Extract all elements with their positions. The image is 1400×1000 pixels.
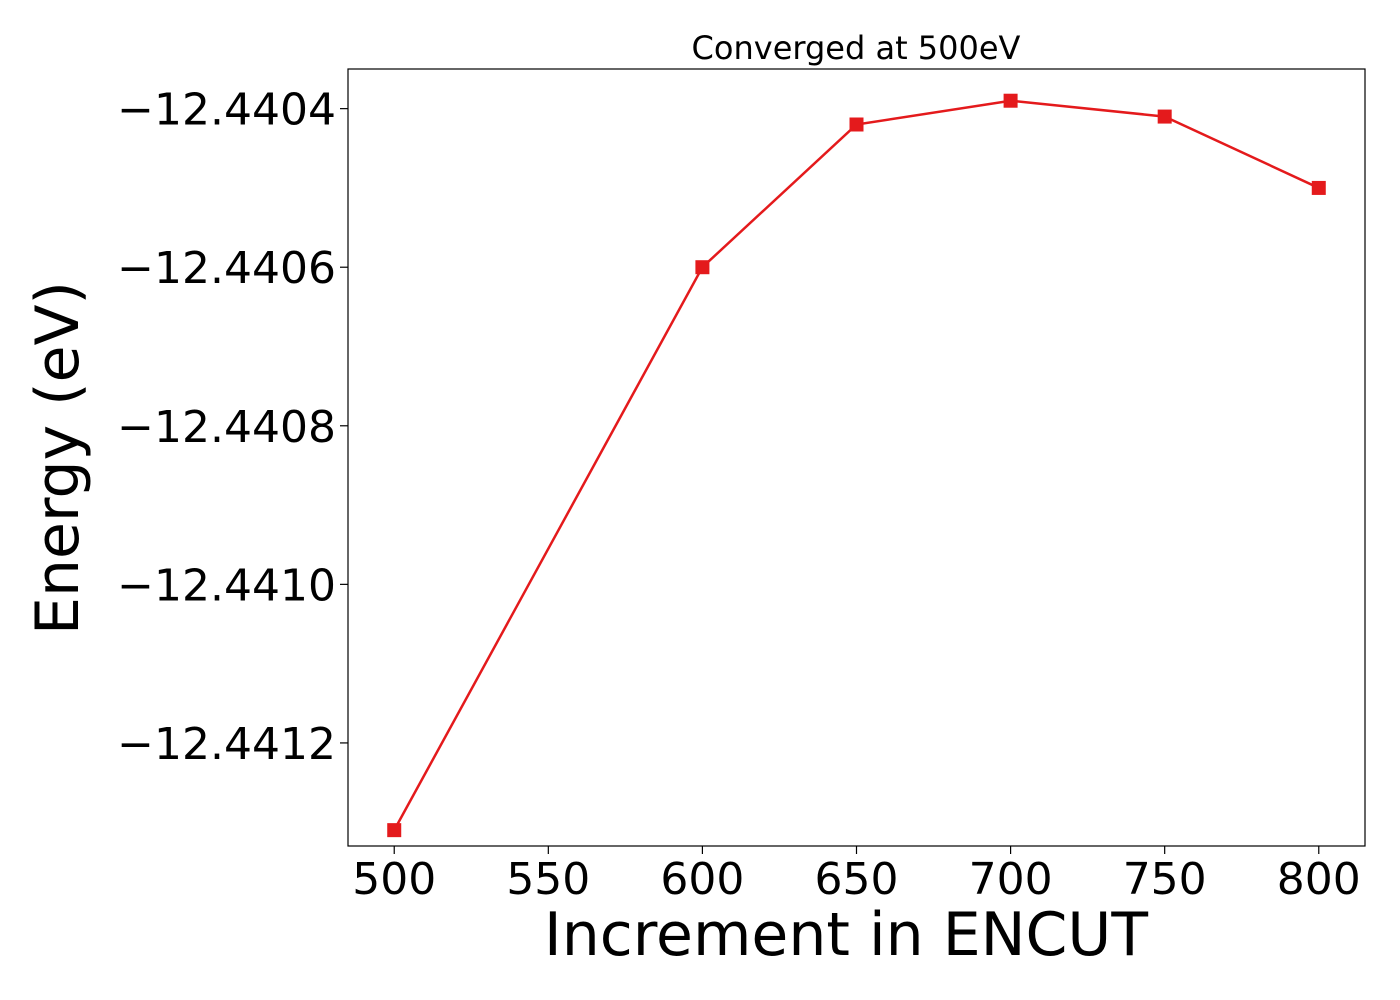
x-tick-label: 650 [815, 854, 899, 905]
y-tick-label: −12.4410 [117, 560, 336, 611]
data-point-marker [1157, 109, 1172, 124]
y-tick-label: −12.4404 [117, 85, 336, 136]
x-tick-label: 700 [969, 854, 1053, 905]
x-axis-label: Increment in ENCUT [544, 900, 1148, 970]
data-point-marker [695, 260, 710, 275]
y-tick-label: −12.4412 [117, 719, 336, 770]
y-axis-ticks: −12.4412 −12.4410 −12.4408 −12.4406 −12.4404 [117, 85, 348, 770]
data-point-marker [387, 823, 402, 838]
data-point-marker [849, 117, 864, 132]
series-group [387, 93, 1326, 838]
x-axis-ticks: 500 550 600 650 700 750 800 [352, 846, 1361, 905]
x-tick-label: 550 [506, 854, 590, 905]
x-tick-label: 750 [1123, 854, 1207, 905]
y-tick-label: −12.4408 [117, 402, 336, 453]
series-line [393, 99, 1320, 831]
x-tick-label: 500 [352, 854, 436, 905]
data-point-marker [1003, 93, 1018, 108]
x-tick-label: 600 [660, 854, 744, 905]
chart-title: Converged at 500eV [692, 29, 1021, 67]
x-tick-label: 800 [1277, 854, 1361, 905]
y-axis-label: Energy (eV) [23, 281, 93, 635]
y-tick-label: −12.4406 [117, 243, 336, 294]
data-point-marker [1311, 180, 1326, 195]
